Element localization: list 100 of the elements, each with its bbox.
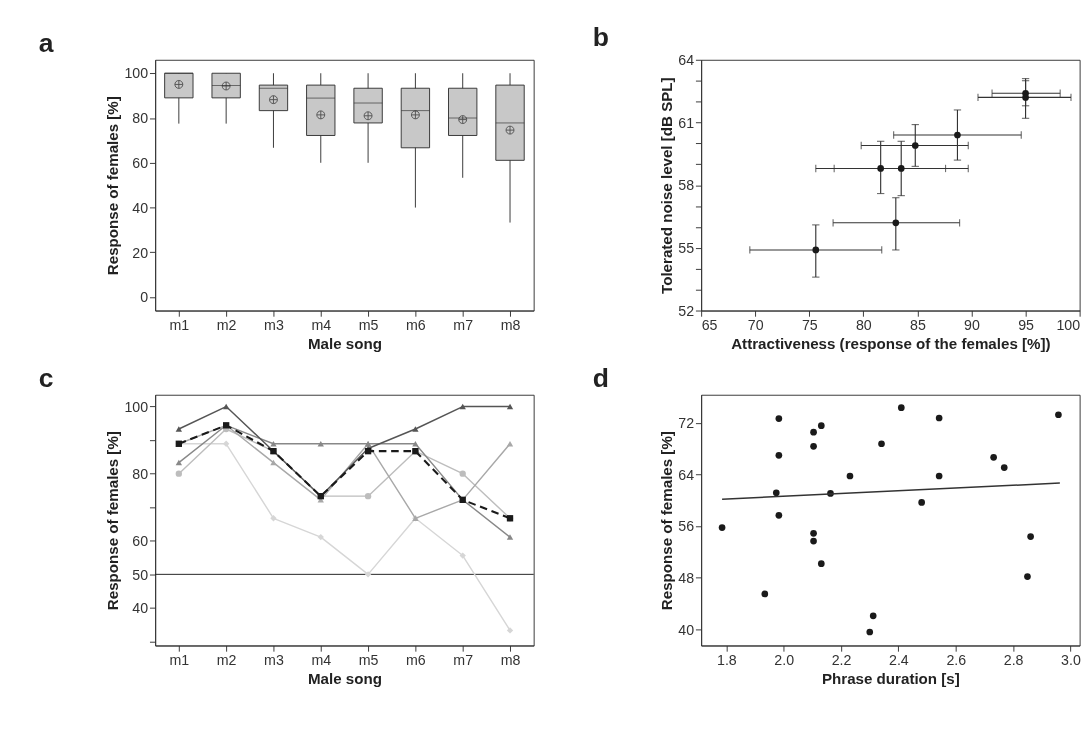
x-tick-label: m6 bbox=[406, 316, 426, 333]
point bbox=[506, 627, 514, 634]
y-tick-label: 100 bbox=[124, 398, 149, 415]
x-tick-label: m7 bbox=[453, 651, 474, 668]
point bbox=[270, 441, 277, 447]
x-tick-label: m2 bbox=[216, 316, 237, 333]
point bbox=[506, 441, 514, 447]
point bbox=[175, 426, 183, 432]
x-tick-label: 2.0 bbox=[774, 651, 795, 668]
x-tick-label: 65 bbox=[701, 316, 718, 333]
point bbox=[878, 440, 885, 448]
point bbox=[412, 441, 419, 447]
point bbox=[364, 492, 372, 500]
point bbox=[459, 470, 466, 477]
point bbox=[222, 403, 230, 410]
x-tick-label: m3 bbox=[264, 316, 284, 333]
point bbox=[459, 552, 466, 559]
point bbox=[918, 499, 925, 506]
y-axis-title: Tolerated noise level [dB SPL] bbox=[657, 77, 675, 294]
point bbox=[761, 590, 769, 598]
x-tick-label: m2 bbox=[216, 651, 237, 668]
point bbox=[1000, 464, 1008, 471]
point bbox=[810, 428, 817, 436]
point bbox=[364, 571, 372, 578]
point bbox=[506, 534, 514, 540]
chart-title: c bbox=[38, 363, 54, 394]
point bbox=[222, 440, 230, 447]
x-axis-title: Male song bbox=[307, 334, 382, 352]
y-tick-label: 56 bbox=[678, 518, 695, 535]
point bbox=[1024, 573, 1031, 580]
y-tick-label: 40 bbox=[132, 600, 149, 617]
x-tick-label: m4 bbox=[311, 316, 332, 333]
x-tick-label: 2.8 bbox=[1003, 651, 1024, 668]
y-tick-label: 52 bbox=[678, 302, 695, 319]
point bbox=[775, 415, 783, 422]
x-tick-label: 3.0 bbox=[1061, 651, 1081, 668]
point bbox=[175, 470, 183, 477]
y-tick-label: 48 bbox=[678, 570, 695, 587]
point bbox=[1027, 533, 1034, 540]
y-tick-label: 40 bbox=[678, 621, 695, 638]
point bbox=[772, 489, 780, 497]
x-tick-label: 100 bbox=[1056, 316, 1081, 333]
x-tick-label: 2.6 bbox=[946, 651, 967, 668]
point bbox=[866, 628, 874, 636]
y-axis-title: Response of females [%] bbox=[103, 431, 121, 611]
x-tick-label: 1.8 bbox=[716, 651, 737, 668]
point bbox=[270, 459, 277, 466]
y-tick-label: 61 bbox=[678, 114, 695, 131]
chart-title: a bbox=[38, 28, 54, 59]
x-tick-label: 70 bbox=[747, 316, 764, 333]
point bbox=[810, 530, 817, 537]
x-tick-label: 2.4 bbox=[889, 651, 909, 668]
point bbox=[846, 472, 854, 480]
y-tick-label: 100 bbox=[124, 65, 149, 82]
x-tick-label: 2.2 bbox=[831, 651, 852, 668]
x-tick-label: m8 bbox=[500, 316, 521, 333]
point bbox=[810, 537, 817, 545]
x-tick-label: m8 bbox=[500, 651, 521, 668]
x-tick-label: m4 bbox=[311, 651, 332, 668]
point bbox=[775, 511, 783, 519]
point bbox=[935, 414, 943, 422]
point bbox=[317, 441, 324, 447]
point bbox=[935, 472, 943, 480]
x-tick-label: m3 bbox=[264, 651, 284, 668]
point bbox=[990, 453, 997, 461]
y-axis-title: Response of females [%] bbox=[657, 431, 675, 611]
x-axis-title: Attractiveness (response of the females [%]) bbox=[731, 334, 1051, 352]
x-tick-label: 75 bbox=[801, 316, 818, 333]
y-tick-label: 60 bbox=[132, 532, 149, 549]
point bbox=[270, 515, 277, 522]
y-tick-label: 55 bbox=[678, 240, 695, 257]
x-tick-label: m1 bbox=[169, 316, 190, 333]
x-tick-label: m7 bbox=[453, 316, 474, 333]
y-tick-label: 72 bbox=[678, 415, 695, 432]
point bbox=[817, 422, 825, 430]
point bbox=[412, 426, 419, 432]
x-tick-label: m5 bbox=[358, 316, 379, 333]
point bbox=[506, 403, 514, 410]
point bbox=[1055, 411, 1062, 419]
y-tick-label: 64 bbox=[678, 466, 695, 483]
y-tick-label: 60 bbox=[132, 154, 149, 171]
y-tick-label: 80 bbox=[132, 465, 149, 482]
x-tick-label: m1 bbox=[169, 651, 190, 668]
chart-title: b bbox=[592, 21, 609, 52]
y-tick-label: 64 bbox=[678, 52, 695, 69]
y-tick-label: 80 bbox=[132, 110, 149, 127]
x-tick-label: 85 bbox=[910, 316, 926, 333]
point bbox=[175, 459, 183, 466]
y-tick-label: 0 bbox=[140, 289, 149, 306]
point bbox=[817, 560, 825, 567]
x-tick-label: 90 bbox=[964, 316, 980, 333]
x-tick-label: 80 bbox=[855, 316, 872, 333]
point bbox=[869, 612, 877, 620]
chart-title: d bbox=[592, 363, 609, 394]
point bbox=[317, 533, 324, 541]
point bbox=[897, 404, 905, 411]
x-axis-title: Male song bbox=[307, 669, 382, 687]
y-tick-label: 50 bbox=[132, 566, 149, 583]
y-tick-label: 40 bbox=[132, 199, 149, 216]
point bbox=[810, 443, 817, 450]
